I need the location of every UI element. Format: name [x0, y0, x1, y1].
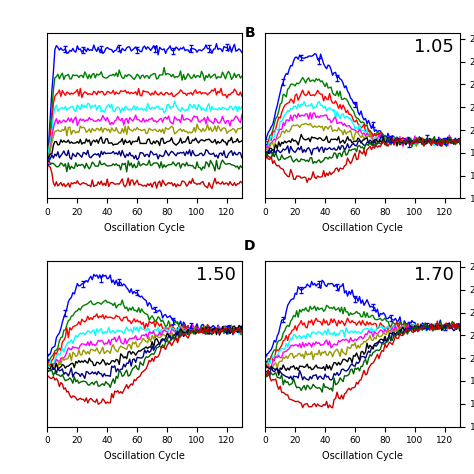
X-axis label: Oscillation Cycle: Oscillation Cycle — [104, 223, 185, 233]
X-axis label: Oscillation Cycle: Oscillation Cycle — [104, 451, 185, 461]
X-axis label: Oscillation Cycle: Oscillation Cycle — [322, 223, 403, 233]
X-axis label: Oscillation Cycle: Oscillation Cycle — [322, 451, 403, 461]
Text: 1.50: 1.50 — [196, 266, 236, 284]
Text: 1.70: 1.70 — [414, 266, 454, 284]
Text: B: B — [245, 26, 255, 40]
Text: D: D — [244, 239, 255, 254]
Text: 1.05: 1.05 — [414, 38, 454, 56]
